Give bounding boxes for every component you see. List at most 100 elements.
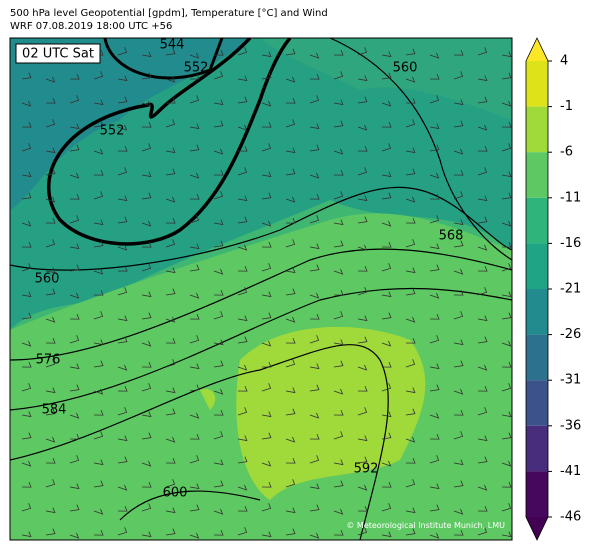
wind-barb (357, 315, 368, 322)
wind-barb (261, 481, 272, 488)
wind-barb (333, 508, 344, 515)
wind-barb (381, 383, 392, 392)
wind-barb (213, 268, 224, 275)
wind-barb (45, 337, 56, 344)
wind-barb (45, 119, 56, 128)
wind-barb (21, 143, 32, 152)
wind-barb (213, 409, 224, 416)
wind-barb (357, 75, 368, 82)
wind-barb (261, 312, 272, 320)
wind-barb (45, 507, 56, 514)
colorbar-over (526, 38, 548, 61)
wind-barb (117, 244, 128, 251)
wind-barb (477, 435, 488, 442)
wind-barb (45, 316, 56, 323)
wind-barb (69, 335, 80, 344)
wind-barb (165, 316, 176, 323)
wind-barb (45, 267, 56, 274)
wind-barb (333, 289, 344, 296)
wind-barb (189, 292, 200, 299)
wind-barb (309, 52, 320, 59)
wind-barb (357, 124, 368, 131)
wind-barb (477, 456, 488, 464)
wind-barb (213, 120, 224, 128)
wind-barb (405, 528, 416, 536)
wind-barb (45, 239, 56, 248)
contour-label: 592 (354, 462, 379, 477)
wind-barb (285, 217, 296, 224)
wind-barb (45, 479, 56, 488)
wind-barb (501, 72, 512, 80)
colorbar-band (526, 471, 548, 517)
wind-barb (309, 313, 320, 320)
wind-barb (189, 193, 200, 200)
wind-barb (237, 456, 248, 464)
colorbar-tick-label: -26 (560, 327, 581, 342)
wind-barb (429, 433, 440, 440)
wind-barb (429, 363, 440, 370)
wind-barb (93, 311, 104, 320)
wind-barb (285, 76, 296, 83)
title: 500 hPa level Geopotential [gpdm], Tempe… (10, 8, 328, 19)
wind-barb (501, 171, 512, 178)
wind-barb (357, 407, 368, 416)
wind-barb (501, 143, 512, 152)
wind-barb (285, 48, 296, 56)
wind-barb (189, 144, 200, 152)
wind-barb (261, 171, 272, 178)
wind-barb (261, 503, 272, 512)
wind-barb (69, 264, 80, 272)
wind-barb (309, 172, 320, 179)
wind-barb (261, 531, 272, 538)
wind-barb (117, 484, 128, 491)
wind-barb (381, 361, 392, 368)
wind-barb (189, 384, 200, 392)
wind-barb (237, 385, 248, 392)
colorbar-band (526, 243, 548, 289)
wind-barb (429, 313, 440, 320)
wind-barb (501, 432, 512, 440)
contour-label: 560 (393, 61, 418, 76)
wind-barb (501, 460, 512, 467)
wind-barb (189, 412, 200, 419)
wind-barb (429, 455, 440, 464)
wind-barb (285, 196, 296, 203)
wind-barb (357, 336, 368, 344)
wind-barb (189, 483, 200, 490)
wind-barb (501, 340, 512, 347)
wind-barb (453, 360, 464, 368)
wind-barb (477, 505, 488, 512)
colorbar-band (526, 380, 548, 426)
wind-barb (261, 220, 272, 227)
wind-barb (189, 264, 200, 272)
wind-barb (285, 97, 296, 104)
wind-barb (45, 97, 56, 104)
colorbar-tick-label: -31 (560, 373, 581, 388)
wind-barb (117, 216, 128, 224)
wind-barb (213, 431, 224, 440)
wind-barb (165, 76, 176, 83)
wind-barb (93, 268, 104, 275)
wind-barb (93, 529, 104, 536)
wind-barb (93, 388, 104, 395)
wind-barb (237, 216, 248, 224)
wind-barb (429, 73, 440, 80)
wind-barb (93, 169, 104, 176)
wind-barb (381, 263, 392, 272)
wind-barb (357, 456, 368, 464)
wind-barb (189, 433, 200, 440)
wind-barb (21, 503, 32, 512)
wind-barb (165, 168, 176, 176)
wind-barb (453, 219, 464, 226)
wind-barb (141, 72, 152, 80)
wind-barb (381, 291, 392, 298)
wind-barb (141, 503, 152, 512)
wind-barb (45, 217, 56, 224)
wind-barb (213, 388, 224, 395)
wind-barb (405, 507, 416, 514)
wind-barb (45, 387, 56, 394)
wind-barb (117, 527, 128, 536)
wind-barb (357, 527, 368, 536)
wind-barb (405, 217, 416, 224)
wind-barb (21, 361, 32, 368)
